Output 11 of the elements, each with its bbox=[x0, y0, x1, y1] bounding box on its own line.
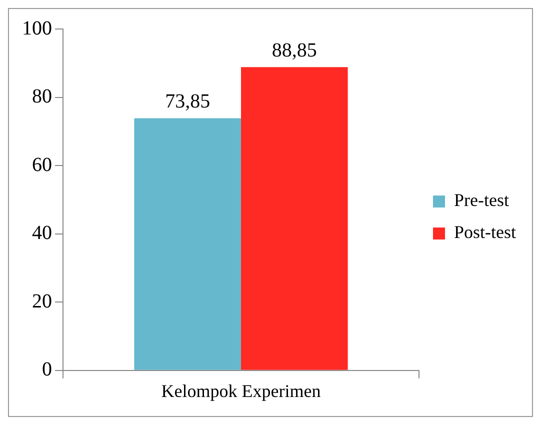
y-tick-label: 0 bbox=[42, 358, 52, 381]
y-tick-label: 60 bbox=[32, 154, 52, 176]
x-tick-label: Kelompok Experimen bbox=[161, 380, 321, 401]
y-tick-label: 80 bbox=[32, 86, 52, 108]
legend-label: Pre-test bbox=[454, 190, 509, 210]
data-label: 88,85 bbox=[272, 39, 317, 62]
y-tick-label: 100 bbox=[22, 17, 52, 40]
legend-label: Post-test bbox=[454, 222, 516, 242]
y-tick-label: 20 bbox=[32, 290, 52, 312]
data-label: 73,85 bbox=[165, 90, 210, 113]
y-tick-label: 40 bbox=[32, 222, 52, 244]
